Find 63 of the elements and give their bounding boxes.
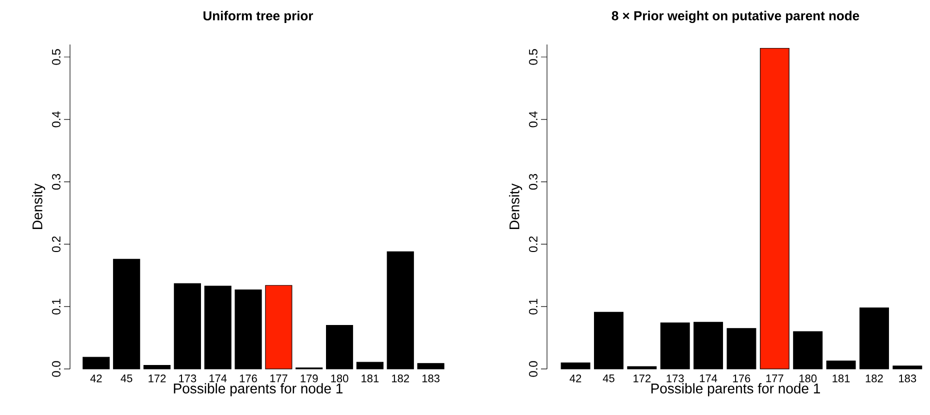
bar <box>113 258 140 370</box>
y-tick-label: 0.1 <box>52 298 60 314</box>
bar <box>694 322 724 370</box>
y-tick-label: 0.4 <box>528 111 538 128</box>
y-tick-label: 0.0 <box>52 361 60 377</box>
bar <box>356 362 384 370</box>
y-tick-label: 0.4 <box>52 111 60 128</box>
x-tick-label: 177 <box>270 374 288 382</box>
bar <box>726 328 756 370</box>
y-tick-label: 0.2 <box>528 236 538 252</box>
y-tick-label: 0.3 <box>52 174 60 190</box>
x-tick-label: 180 <box>331 374 348 382</box>
bar <box>82 356 110 370</box>
x-tick-label: 182 <box>866 374 883 382</box>
bar <box>174 283 201 370</box>
x-tick-label: 176 <box>240 374 257 382</box>
x-tick-label: 176 <box>733 374 750 382</box>
x-tick-label: 172 <box>148 374 166 382</box>
y-tick-label: 0.0 <box>528 361 538 377</box>
x-tick-label: 182 <box>392 374 409 382</box>
y-axis-title: Density <box>32 183 46 229</box>
x-tick-label: 183 <box>422 374 440 382</box>
y-tick-label: 0.5 <box>528 49 538 65</box>
bar <box>326 325 354 370</box>
y-tick-label: 0.2 <box>52 236 60 252</box>
x-tick-label: 180 <box>799 374 817 382</box>
bar <box>793 331 823 370</box>
y-tick-label: 0.5 <box>52 49 60 65</box>
x-tick-label: 42 <box>90 374 102 382</box>
bar <box>143 364 171 370</box>
bar <box>859 308 889 370</box>
x-tick-label: 174 <box>210 374 227 382</box>
bar <box>760 48 790 370</box>
bar <box>892 366 922 370</box>
y-tick-label: 0.3 <box>528 174 538 190</box>
x-tick-label: 173 <box>179 374 196 382</box>
bar <box>265 285 292 370</box>
bar <box>594 312 624 370</box>
x-tick-label: 42 <box>570 374 582 382</box>
x-tick-label: 177 <box>766 374 784 382</box>
bar <box>417 363 444 370</box>
x-tick-label: 174 <box>700 374 718 382</box>
y-axis-title: Density <box>509 183 522 229</box>
x-tick-label: 181 <box>832 374 850 382</box>
chart-title: 8 × Prior weight on putative parent node <box>612 10 860 23</box>
y-tick-label: 0.1 <box>528 298 538 314</box>
bar <box>234 289 262 370</box>
x-tick-label: 45 <box>602 374 614 382</box>
x-tick-label: 181 <box>362 374 379 382</box>
bar <box>627 366 657 370</box>
chart-title: Uniform tree prior <box>204 10 314 23</box>
x-tick-label: 179 <box>300 374 318 382</box>
bar <box>826 360 856 370</box>
x-tick-label: 173 <box>666 374 684 382</box>
x-axis-title: Possible parents for node 1 <box>651 383 820 396</box>
x-axis-title: Possible parents for node 1 <box>174 383 343 396</box>
bar <box>660 322 690 370</box>
x-tick-label: 45 <box>120 374 132 382</box>
bar <box>386 251 414 370</box>
x-tick-label: 172 <box>634 374 651 382</box>
bar <box>560 362 590 370</box>
bar <box>204 286 232 370</box>
x-tick-label: 183 <box>899 374 916 382</box>
